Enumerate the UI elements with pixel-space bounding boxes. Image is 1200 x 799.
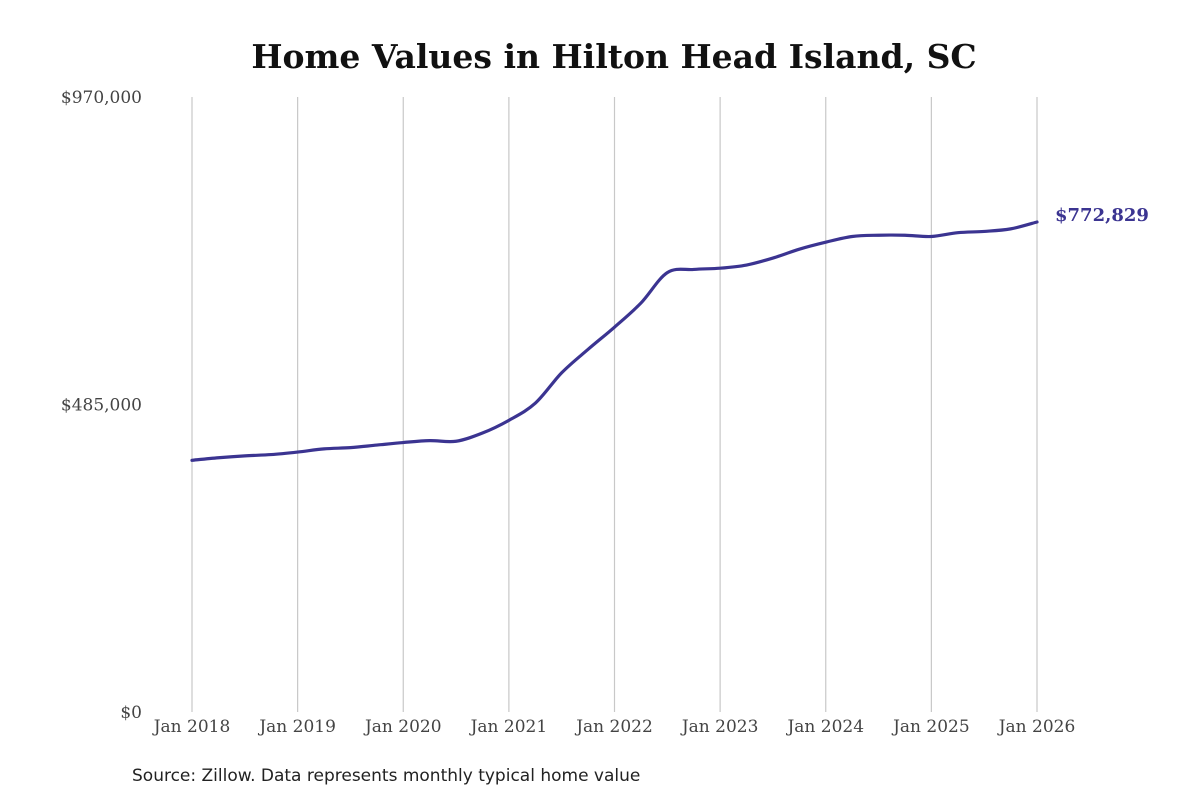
series-layer: $772,829 [190, 205, 1149, 462]
end-value-label: $772,829 [1055, 205, 1149, 226]
x-tick-label: Jan 2020 [363, 717, 442, 737]
x-tick-label: Jan 2022 [574, 717, 653, 737]
x-tick-label: Jan 2024 [785, 717, 864, 737]
x-axis-tick-labels: Jan 2018 Jan 2019 Jan 2020 Jan 2021 Jan 2022… [152, 717, 1076, 737]
vertical-gridlines [191, 97, 1038, 712]
x-tick-label: Jan 2023 [680, 717, 759, 737]
y-tick-label: $970,000 [61, 88, 142, 108]
x-tick-label: Jan 2021 [469, 717, 548, 737]
series-line [190, 220, 1039, 462]
y-axis-tick-labels: $0 $485,000 $970,000 [61, 88, 142, 723]
x-tick-label: Jan 2025 [891, 717, 970, 737]
source-note: Source: Zillow. Data represents monthly … [132, 766, 640, 786]
x-tick-label: Jan 2026 [997, 717, 1076, 737]
y-tick-label: $0 [120, 703, 142, 723]
x-tick-label: Jan 2018 [152, 717, 231, 737]
chart-title: Home Values in Hilton Head Island, SC [251, 37, 976, 76]
x-tick-label: Jan 2019 [257, 717, 336, 737]
y-tick-label: $485,000 [61, 396, 142, 416]
